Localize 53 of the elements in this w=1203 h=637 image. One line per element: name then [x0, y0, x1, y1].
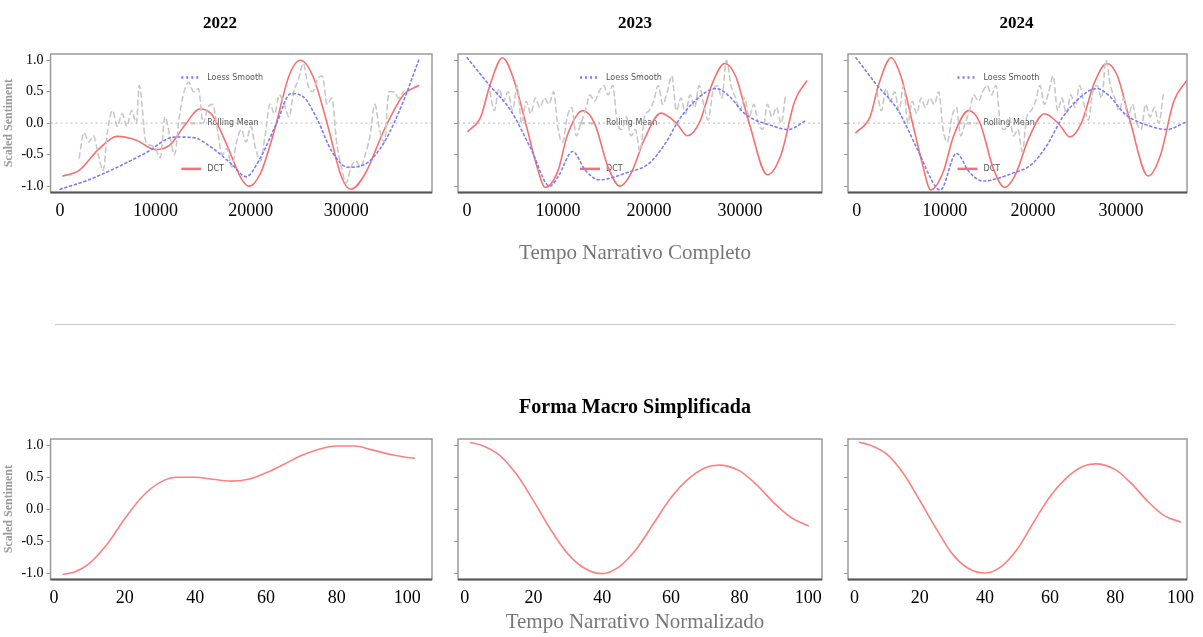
y-tick-label: -0.5	[21, 532, 44, 548]
x-tick-label: 60	[1041, 586, 1060, 607]
chart-title: Forma Macro Simplificada	[518, 395, 752, 418]
x-tick-label: 0	[460, 586, 470, 607]
legend-label: Rolling Mean	[983, 118, 1035, 128]
x-tick-label: 20000	[1010, 199, 1056, 220]
y-tick-label: 0.0	[26, 114, 44, 130]
y-tick-label: -1.0	[21, 564, 44, 580]
x-tick-label: 10000	[132, 199, 178, 220]
x-tick-label: 40	[593, 586, 612, 607]
x-tick-label: 30000	[323, 199, 369, 220]
x-tick-label: 0	[850, 586, 860, 607]
x-tick-label: 40	[186, 586, 205, 607]
x-tick-label: 20	[115, 586, 134, 607]
x-tick-label: 100	[393, 586, 421, 607]
y-tick-label: -1.0	[21, 177, 44, 193]
x-tick-label: 20000	[626, 199, 672, 220]
chart-title: 2024	[998, 13, 1035, 33]
x-tick-label: 20	[910, 586, 929, 607]
x-tick-label: 60	[257, 586, 275, 607]
x-axis-title: Tempo Narrativo Completo	[518, 240, 752, 265]
legend-label: Loess Smooth	[606, 72, 662, 82]
legend-label: Loess Smooth	[983, 72, 1040, 82]
x-tick-label: 20000	[228, 199, 274, 220]
y-axis-title: Scaled Sentiment	[1, 79, 16, 168]
y-tick-label: 1.0	[26, 51, 44, 67]
x-tick-label: 20	[524, 586, 543, 607]
x-axis-title: Tempo Narrativo Normalizado	[504, 609, 766, 634]
x-tick-label: 80	[1106, 586, 1125, 607]
x-tick-label: 10000	[922, 199, 968, 220]
legend-label: DCT	[207, 163, 225, 173]
x-tick-label: 30000	[717, 199, 763, 220]
x-tick-label: 80	[327, 586, 346, 607]
chart-title: 2022	[202, 13, 238, 33]
x-tick-label: 10000	[535, 199, 581, 220]
y-tick-label: 1.0	[26, 437, 44, 453]
x-tick-label: 100	[794, 586, 822, 607]
y-tick-label: 0.5	[26, 468, 44, 484]
x-tick-label: 0	[55, 199, 65, 220]
x-tick-label: 0	[49, 586, 59, 607]
y-tick-label: 0.5	[26, 83, 44, 99]
y-tick-label: 0.0	[26, 500, 44, 516]
x-tick-label: 40	[975, 586, 994, 607]
chart-title: 2023	[617, 13, 653, 33]
x-tick-label: 60	[661, 586, 680, 607]
x-tick-label: 0	[462, 199, 472, 220]
x-tick-label: 30000	[1098, 199, 1144, 220]
legend-label: Loess Smooth	[207, 72, 264, 82]
x-tick-label: 80	[730, 586, 749, 607]
y-axis-title: Scaled Sentiment	[1, 465, 16, 554]
x-tick-label: 100	[1166, 586, 1194, 607]
y-tick-label: -0.5	[21, 146, 44, 162]
x-tick-label: 0	[852, 199, 862, 220]
